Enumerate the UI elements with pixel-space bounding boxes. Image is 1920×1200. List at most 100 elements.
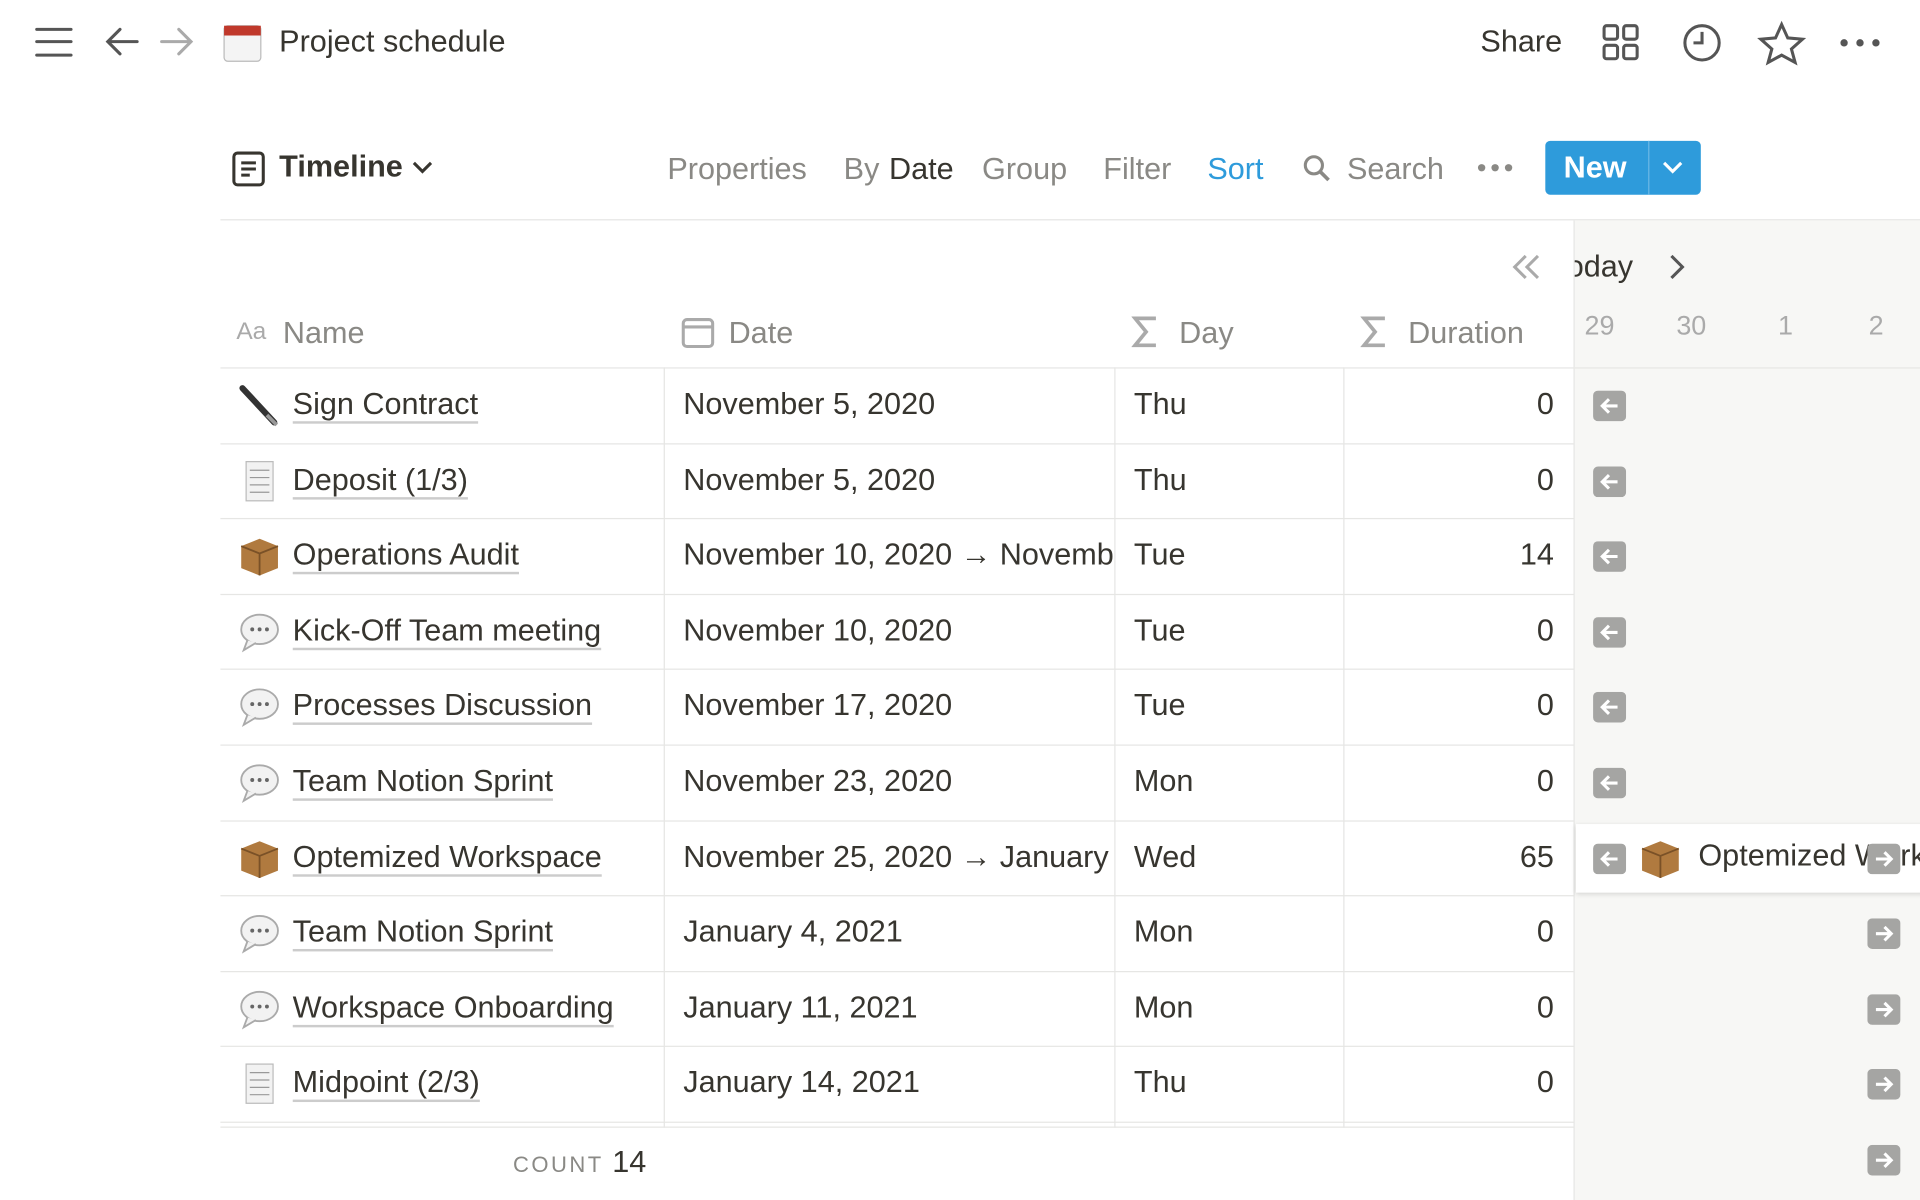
- timeline-bar-icon: [1638, 836, 1682, 886]
- timeline-day: 29: [1584, 309, 1615, 341]
- row-line: [220, 1046, 1574, 1048]
- chevron[interactable]: [411, 159, 433, 176]
- row-name[interactable]: Team Notion Sprint: [292, 914, 553, 950]
- row-date: November 25, 2020 → January 29, 2021: [683, 839, 1114, 874]
- nav-icons[interactable]: [34, 24, 194, 61]
- row-duration: 65: [1519, 839, 1554, 874]
- row-name[interactable]: Processes Discussion: [292, 688, 593, 723]
- row-day: Thu: [1133, 386, 1187, 422]
- column-line: [1114, 367, 1116, 1128]
- row-duration: 0: [1536, 914, 1554, 950]
- row-day: Thu: [1133, 1065, 1187, 1101]
- row-line: [220, 593, 1574, 595]
- row-date: November 10, 2020 → November 24, 2020: [683, 537, 1114, 573]
- page-icon: [223, 25, 262, 62]
- column-icon: [1131, 315, 1160, 355]
- row-date: November 17, 2020: [683, 688, 953, 723]
- row-name[interactable]: Sign Contract: [292, 386, 479, 422]
- row-name[interactable]: Midpoint (2/3): [292, 1065, 480, 1101]
- timeline-arrow-right: [1867, 918, 1901, 956]
- row-icon: [238, 383, 282, 433]
- more[interactable]: [1477, 159, 1514, 176]
- column-header[interactable]: Day: [1179, 315, 1234, 351]
- new-chevron[interactable]: [1662, 160, 1684, 175]
- top-icons[interactable]: [1598, 20, 1892, 67]
- row-date: November 5, 2020: [683, 386, 936, 422]
- timeline-arrow-right: [1867, 1144, 1901, 1182]
- timeline-day: 1: [1777, 309, 1793, 341]
- svg-text:Aa: Aa: [236, 318, 266, 345]
- row-name[interactable]: Optemized Workspace: [292, 839, 602, 874]
- row-line: [220, 819, 1574, 822]
- timeline-day: 2: [1868, 309, 1884, 341]
- row-duration: 0: [1536, 462, 1554, 497]
- today-button[interactable]: Today: [1575, 249, 1634, 285]
- row-duration: 0: [1536, 688, 1554, 723]
- group[interactable]: Group: [982, 151, 1068, 187]
- row-name[interactable]: Kick-Off Team meeting: [292, 613, 602, 648]
- view-name[interactable]: Timeline: [279, 149, 403, 184]
- column-header[interactable]: Name: [282, 315, 365, 351]
- page-title: Project schedule: [279, 24, 506, 59]
- timeline-arrow-left: [1593, 616, 1627, 654]
- properties[interactable]: Properties: [667, 151, 807, 187]
- sort[interactable]: Sort: [1207, 151, 1264, 187]
- row-day: Mon: [1133, 990, 1194, 1025]
- row-day: Mon: [1133, 764, 1194, 799]
- row-day: Thu: [1133, 462, 1187, 497]
- count-value: 14: [612, 1144, 647, 1180]
- by-value[interactable]: Date: [888, 151, 954, 187]
- new-button[interactable]: New: [1545, 140, 1701, 195]
- row-duration: 0: [1536, 990, 1554, 1025]
- timeline-arrow-right: [1867, 1069, 1901, 1106]
- search-icon[interactable]: [1303, 154, 1332, 183]
- timeline-arrow-left: [1593, 843, 1627, 880]
- timeline-arrow-left: [1593, 692, 1627, 729]
- column-header[interactable]: Date: [728, 315, 794, 351]
- row-icon: [238, 1062, 282, 1112]
- row-name[interactable]: Deposit (1/3): [292, 462, 468, 497]
- timeline-arrow-left: [1593, 390, 1627, 428]
- timeline-arrow-left: [1593, 466, 1627, 503]
- row-date: January 14, 2021: [683, 1065, 920, 1101]
- column-line: [663, 367, 665, 1128]
- column-header[interactable]: Duration: [1408, 315, 1524, 351]
- timeline-arrow-right: [1867, 994, 1901, 1031]
- row-icon: [238, 911, 282, 961]
- row-date: January 4, 2021: [683, 914, 903, 950]
- toolbar-divider: [220, 219, 1920, 221]
- timeline-header-line: [1574, 367, 1920, 369]
- row-icon: [238, 459, 282, 509]
- row-name[interactable]: Operations Audit: [292, 537, 519, 573]
- row-date: January 11, 2021: [683, 990, 918, 1025]
- timeline-arrow-right: [1867, 843, 1901, 880]
- row-duration: 0: [1536, 764, 1554, 799]
- row-day: Wed: [1133, 839, 1197, 874]
- row-line: [220, 669, 1574, 671]
- row-day: Tue: [1133, 537, 1186, 573]
- by-label[interactable]: By: [843, 151, 880, 187]
- row-date: November 5, 2020: [683, 462, 936, 497]
- row-line: [220, 518, 1574, 520]
- timeline-nav[interactable]: [1511, 252, 1695, 281]
- row-name[interactable]: Workspace Onboarding: [292, 990, 614, 1025]
- timeline-day: 30: [1676, 309, 1707, 341]
- row-duration: 14: [1519, 537, 1554, 573]
- row-line: [220, 442, 1574, 444]
- column-icon: [681, 315, 715, 355]
- row-name[interactable]: Team Notion Sprint: [292, 764, 553, 799]
- column-icon: [1360, 315, 1389, 355]
- column-line: [1343, 367, 1345, 1128]
- row-line: [220, 895, 1574, 897]
- row-icon: [238, 534, 282, 584]
- row-day: Tue: [1133, 613, 1186, 648]
- timeline-bar[interactable]: Optemized Workspace: [1575, 823, 1920, 893]
- header-line: [220, 367, 1574, 369]
- filter[interactable]: Filter: [1103, 151, 1172, 187]
- row-icon: [238, 760, 282, 810]
- share-button[interactable]: Share: [1480, 24, 1563, 59]
- new-label[interactable]: New: [1563, 150, 1627, 185]
- search[interactable]: Search: [1346, 151, 1444, 187]
- timeline-panel: Today 29 30 1 2: [1573, 220, 1920, 1200]
